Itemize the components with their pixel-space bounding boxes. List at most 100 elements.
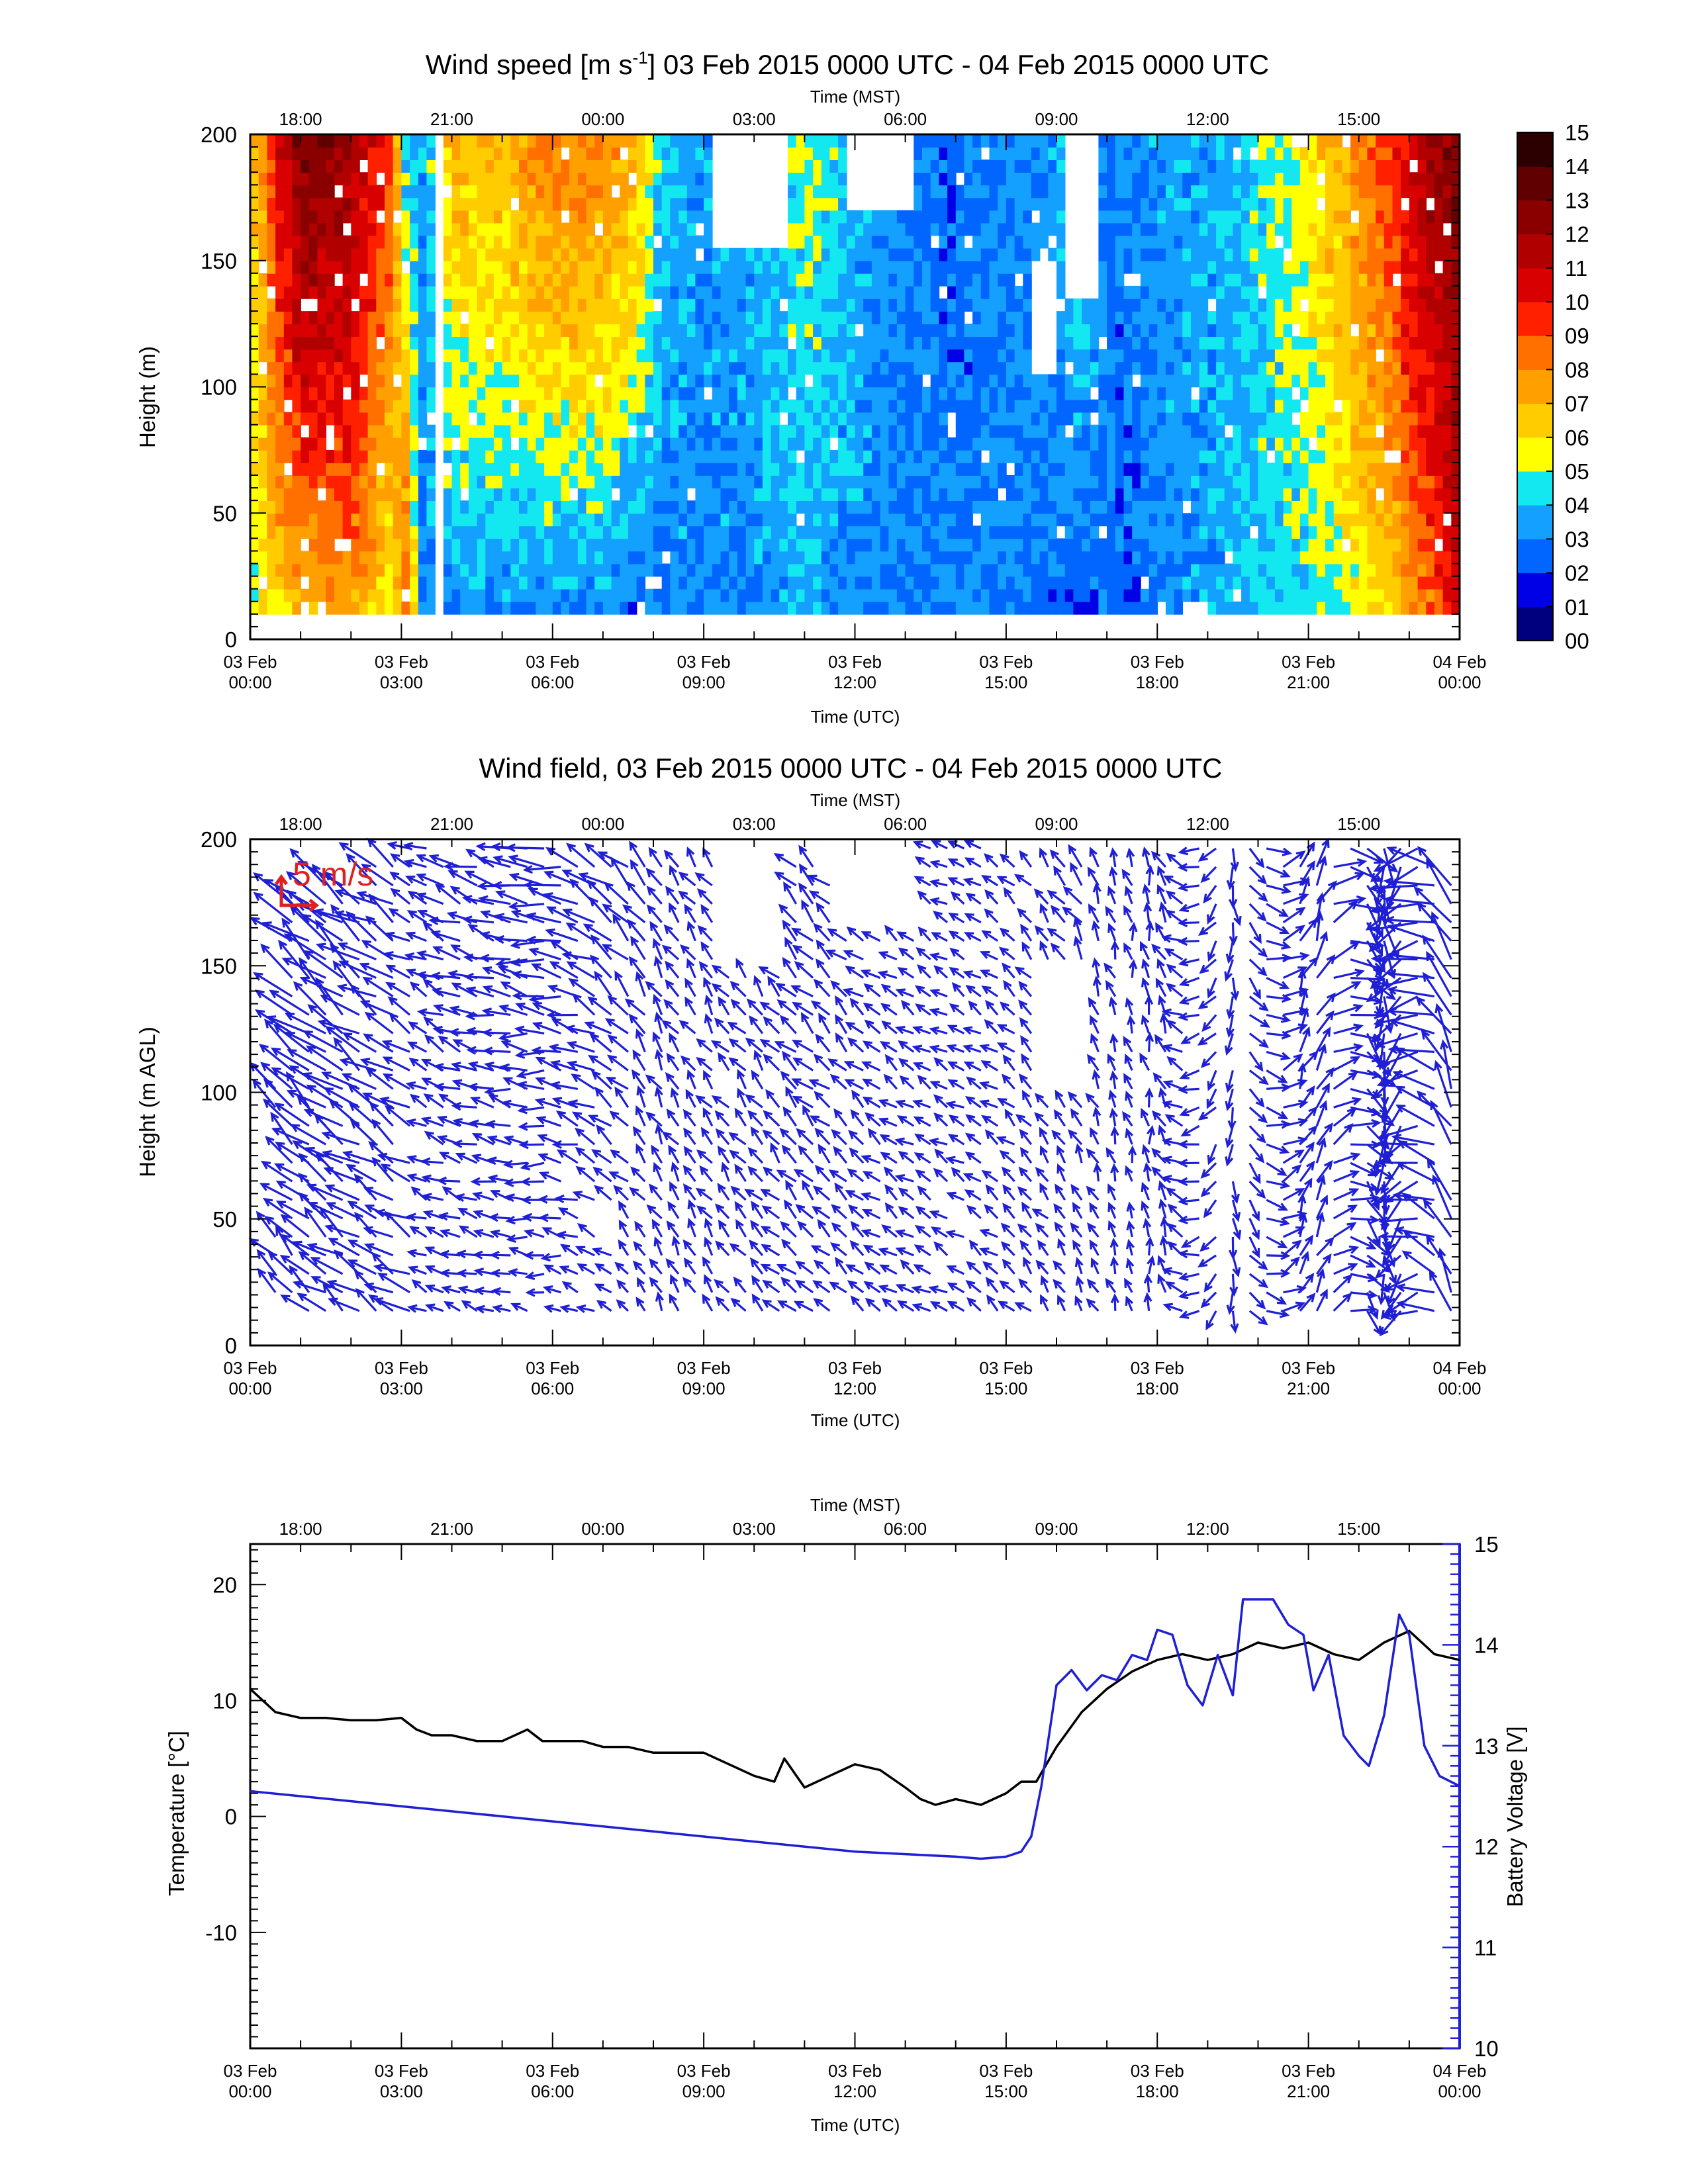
heatmap-cell: [283, 273, 293, 287]
heatmap-cell: [905, 437, 915, 451]
heatmap-cell: [1409, 588, 1419, 602]
heatmap-cell: [1207, 399, 1217, 413]
heatmap-cell: [1308, 336, 1318, 350]
heatmap-cell: [964, 449, 973, 463]
heatmap-cell: [922, 222, 931, 236]
heatmap-cell: [914, 134, 923, 148]
heatmap-cell: [1132, 449, 1141, 463]
heatmap-cell: [628, 222, 637, 236]
heatmap-cell: [485, 134, 494, 148]
heatmap-cell: [1157, 134, 1166, 148]
heatmap-cell: [712, 538, 722, 552]
heatmap-cell: [1048, 488, 1057, 501]
heatmap-cell: [989, 222, 998, 236]
heatmap-cell: [989, 437, 998, 451]
heatmap-cell: [544, 361, 553, 375]
heatmap-cell: [788, 222, 797, 236]
heatmap-cell: [838, 134, 847, 148]
heatmap-cell: [896, 222, 906, 236]
heatmap-cell: [485, 488, 494, 501]
heatmap-cell: [863, 551, 872, 565]
heatmap-cell: [636, 361, 646, 375]
heatmap-cell: [661, 449, 671, 463]
heatmap-cell: [972, 551, 982, 565]
heatmap-cell: [712, 361, 722, 375]
heatmap-cell: [586, 463, 595, 476]
heatmap-cell: [1342, 374, 1351, 388]
heatmap-cell: [980, 197, 990, 211]
heatmap-cell: [477, 222, 487, 236]
heatmap-cell: [326, 576, 335, 590]
heatmap-cell: [376, 235, 385, 249]
heatmap-cell: [1014, 538, 1024, 552]
heatmap-cell: [1291, 500, 1301, 514]
heatmap-cell: [1350, 601, 1360, 615]
heatmap-cell: [1249, 412, 1259, 426]
heatmap-cell: [267, 576, 276, 590]
heatmap-cell: [1014, 222, 1024, 236]
heatmap-cell: [947, 134, 957, 148]
heatmap-cell: [1401, 500, 1410, 514]
heatmap-cell: [401, 147, 410, 160]
heatmap-cell: [536, 285, 545, 299]
heatmap-cell: [745, 488, 755, 501]
heatmap-cell: [569, 387, 579, 400]
heatmap-cell: [871, 336, 881, 350]
heatmap-cell: [586, 525, 595, 539]
heatmap-cell: [636, 399, 646, 413]
heatmap-cell: [1123, 185, 1133, 199]
heatmap-cell: [1132, 147, 1141, 160]
heatmap-cell: [502, 172, 512, 186]
heatmap-cell: [947, 475, 957, 488]
heatmap-cell: [863, 538, 872, 552]
heatmap-cell: [275, 235, 285, 249]
heatmap-cell: [1283, 588, 1293, 602]
heatmap-cell: [1274, 260, 1284, 274]
heatmap-cell: [308, 437, 318, 451]
heatmap-cell: [1376, 185, 1385, 199]
heatmap-cell: [1233, 235, 1242, 249]
heatmap-cell: [1401, 488, 1410, 501]
heatmap-cell: [536, 222, 545, 236]
heatmap-cell: [510, 601, 520, 615]
heatmap-cell: [410, 387, 419, 400]
heatmap-cell: [636, 551, 646, 565]
heatmap-cell: [930, 324, 940, 337]
heatmap-cell: [972, 576, 982, 590]
heatmap-cell: [980, 285, 990, 299]
heatmap-cell: [1023, 412, 1032, 426]
heatmap-cell: [519, 576, 528, 590]
heatmap-cell: [1115, 311, 1125, 324]
heatmap-cell: [367, 147, 377, 160]
heatmap-cell: [930, 500, 940, 514]
heatmap-cell: [855, 601, 864, 615]
heatmap-cell: [308, 273, 318, 287]
heatmap-cell: [661, 324, 671, 337]
heatmap-cell: [1409, 260, 1419, 274]
heatmap-cell: [544, 399, 553, 413]
heatmap-cell: [1317, 159, 1326, 173]
heatmap-cell: [955, 159, 965, 173]
heatmap-cell: [1073, 437, 1082, 451]
heatmap-cell: [1191, 260, 1200, 274]
heatmap-cell: [628, 185, 637, 199]
heatmap-cell: [611, 399, 621, 413]
heatmap-cell: [821, 147, 831, 160]
heatmap-cell: [771, 285, 780, 299]
heatmap-cell: [586, 551, 595, 565]
heatmap-cell: [1376, 147, 1385, 160]
heatmap-cell: [1367, 538, 1376, 552]
heatmap-cell: [292, 197, 301, 211]
heatmap-cell: [1207, 185, 1217, 199]
heatmap-cell: [1249, 424, 1259, 438]
heatmap-cell: [569, 513, 579, 527]
heatmap-cell: [846, 361, 856, 375]
heatmap-cell: [1216, 235, 1225, 249]
heatmap-cell: [1207, 260, 1217, 274]
heatmap-cell: [905, 349, 915, 363]
heatmap-cell: [426, 374, 436, 388]
heatmap-cell: [1165, 475, 1175, 488]
heatmap-cell: [947, 159, 957, 173]
heatmap-cell: [1140, 222, 1150, 236]
heatmap-cell: [586, 513, 595, 527]
